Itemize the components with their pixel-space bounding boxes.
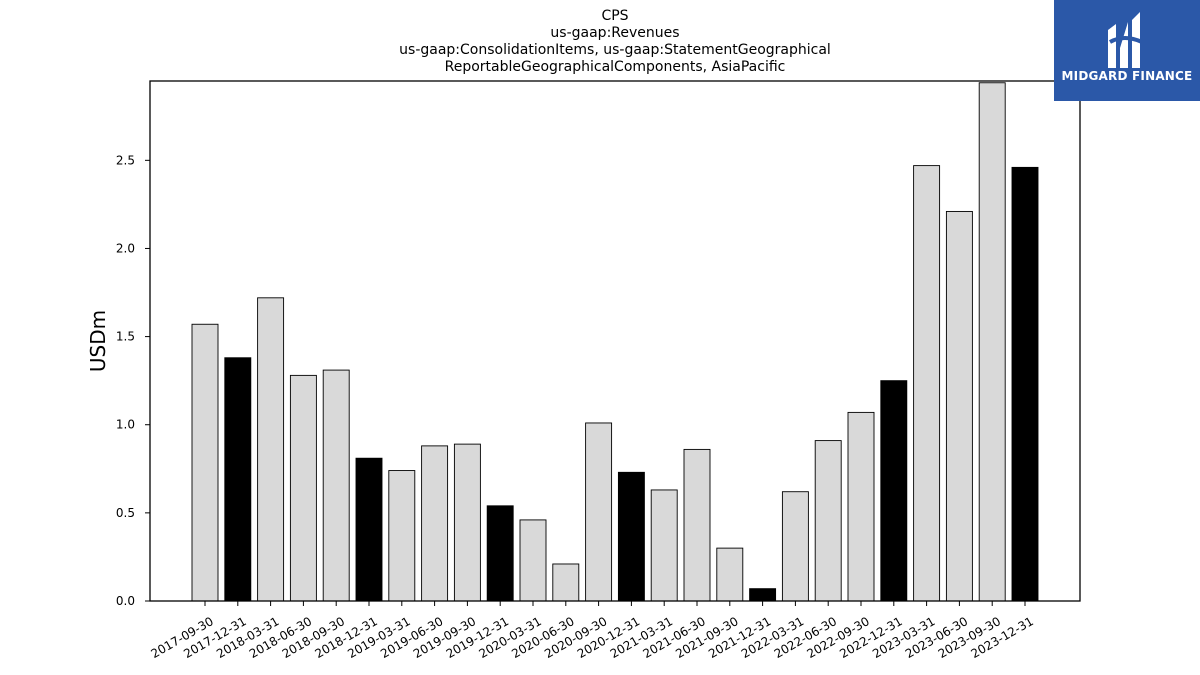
bar	[913, 165, 941, 602]
bar	[585, 422, 613, 602]
bar	[749, 588, 777, 602]
bar	[716, 547, 744, 602]
midgard-finance-logo: MIDGARD FINANCE	[1054, 0, 1200, 101]
chart-title-line: us-gaap:ConsolidationItems, us-gaap:Stat…	[399, 42, 831, 58]
bar	[224, 357, 252, 602]
y-tick-label: 1.0	[116, 418, 135, 432]
chart-title-line: us-gaap:Revenues	[550, 25, 679, 41]
bar	[814, 440, 842, 602]
bar	[191, 323, 219, 602]
chart-title-line: ReportableGeographicalComponents, AsiaPa…	[445, 59, 786, 75]
bar	[388, 470, 416, 602]
bar	[289, 374, 317, 602]
y-tick-label: 1.5	[116, 330, 135, 344]
bar	[683, 448, 711, 602]
y-tick-label: 0.5	[116, 506, 135, 520]
logo-mark-icon	[1108, 12, 1143, 68]
chart-title: CPSus-gaap:Revenuesus-gaap:Consolidation…	[399, 8, 831, 75]
bar	[552, 563, 580, 602]
plot-frame	[149, 80, 1081, 602]
bars-group	[191, 82, 1039, 602]
bar	[421, 445, 449, 602]
bar	[486, 505, 514, 602]
bar	[257, 297, 285, 602]
y-tick-label: 2.0	[116, 241, 135, 255]
bar	[617, 471, 645, 602]
logo-text: MIDGARD FINANCE	[1061, 69, 1193, 83]
bar	[847, 411, 875, 602]
bar	[781, 491, 809, 602]
bar	[519, 519, 547, 602]
y-tick-label: 2.5	[116, 153, 135, 167]
bar	[978, 82, 1006, 602]
bar	[453, 443, 481, 602]
y-axis-label: USDm	[86, 310, 110, 372]
bar	[355, 457, 383, 602]
bar	[945, 210, 973, 602]
y-tick-label: 0.0	[116, 594, 135, 608]
chart-title-line: CPS	[601, 8, 628, 24]
bar	[1011, 166, 1039, 602]
bar	[650, 489, 678, 602]
bar	[322, 369, 350, 602]
bar	[880, 380, 908, 602]
x-axis: 2017-09-302017-12-312018-03-312018-06-30…	[148, 601, 1036, 661]
y-axis: 0.0 0.5 1.0 1.5 2.0 2.5	[116, 153, 150, 608]
